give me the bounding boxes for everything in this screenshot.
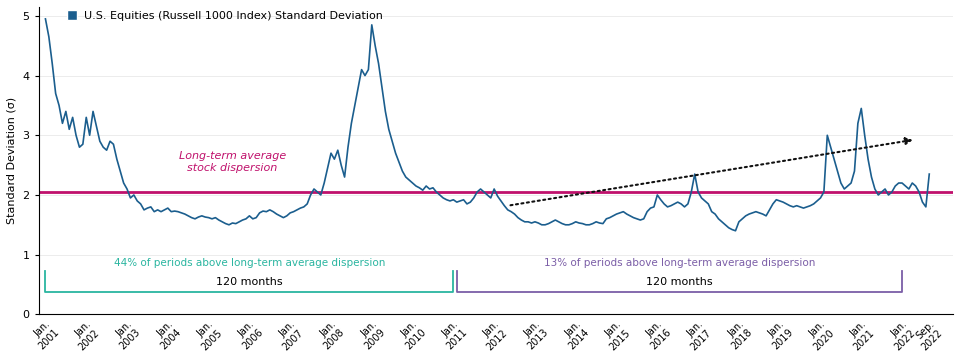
Legend: U.S. Equities (Russell 1000 Index) Standard Deviation: U.S. Equities (Russell 1000 Index) Stand…	[62, 6, 387, 25]
Text: 13% of periods above long-term average dispersion: 13% of periods above long-term average d…	[543, 258, 815, 268]
Text: 120 months: 120 months	[646, 276, 712, 286]
Text: Long-term average
stock dispersion: Long-term average stock dispersion	[179, 151, 286, 173]
Text: 120 months: 120 months	[216, 276, 282, 286]
Text: 44% of periods above long-term average dispersion: 44% of periods above long-term average d…	[113, 258, 385, 268]
Y-axis label: Standard Deviation (σ): Standard Deviation (σ)	[7, 97, 17, 224]
